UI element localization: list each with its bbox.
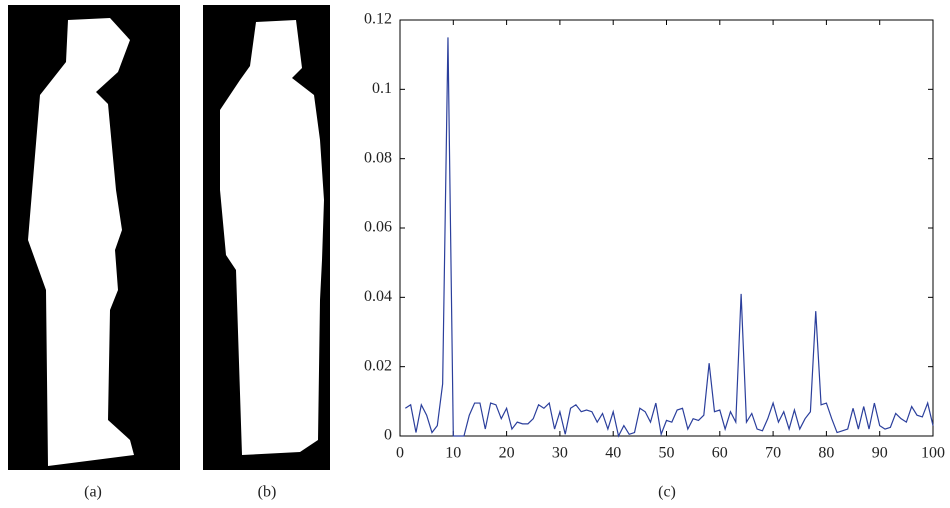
plot-frame <box>399 19 934 437</box>
x-tick-label: 40 <box>605 445 621 462</box>
x-tick-label: 50 <box>659 445 675 462</box>
y-tick-label: 0.12 <box>364 11 392 28</box>
x-tick-label: 30 <box>552 445 568 462</box>
y-tick-label: 0.1 <box>372 80 392 97</box>
x-tick-label: 0 <box>396 445 404 462</box>
silhouette-b <box>220 20 324 455</box>
panel-label: (a) <box>84 484 102 501</box>
x-tick-label: 60 <box>712 445 728 462</box>
y-tick-label: 0 <box>384 427 392 444</box>
x-tick-label: 20 <box>499 445 515 462</box>
x-tick-label: 90 <box>872 445 888 462</box>
y-tick-label: 0.02 <box>364 357 392 374</box>
silhouette-a <box>28 18 134 466</box>
panel-label: (b) <box>258 484 277 501</box>
y-tick-label: 0.06 <box>364 219 392 236</box>
data-line <box>405 37 934 438</box>
x-tick-label: 80 <box>818 445 834 462</box>
y-tick-label: 0.08 <box>364 149 392 166</box>
x-tick-label: 70 <box>765 445 781 462</box>
panel-label: (c) <box>658 484 676 501</box>
y-tick-label: 0.04 <box>364 288 392 305</box>
x-tick-label: 10 <box>445 445 461 462</box>
x-tick-label: 100 <box>921 445 945 462</box>
